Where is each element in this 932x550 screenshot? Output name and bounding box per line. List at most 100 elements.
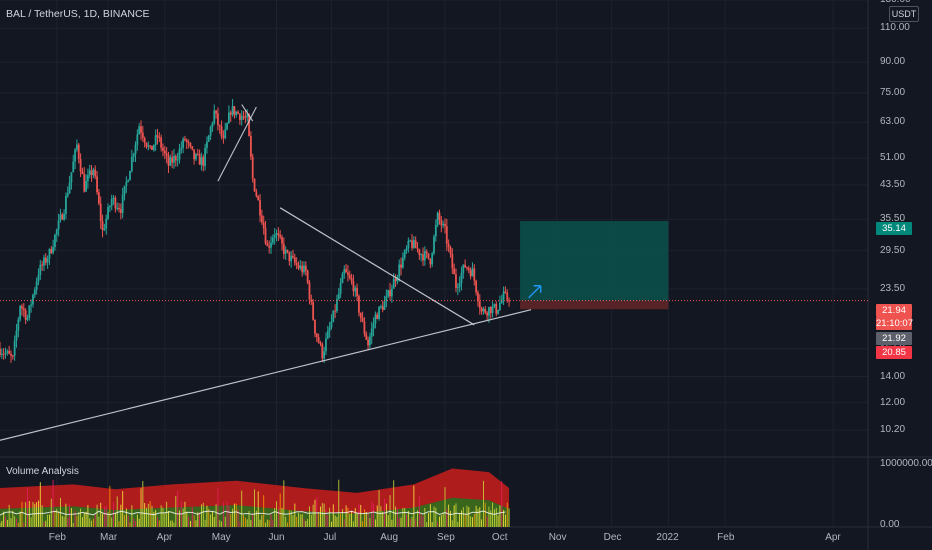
candle-body [211,123,214,128]
candle-body [59,214,62,221]
candle-body [202,157,205,166]
candle-body [453,268,456,275]
volume-indicator-title[interactable]: Volume Analysis [6,466,79,477]
candle-body [486,312,489,316]
candle-body [275,233,278,235]
candle-body [220,126,223,137]
candle-body [233,106,236,116]
candle-body [169,157,172,166]
candle-body [33,289,36,295]
candle-body [303,265,305,273]
candle-body [321,343,324,359]
candle-body [281,237,283,244]
candle-body [354,287,357,292]
candle-body [286,249,289,252]
candle-body [191,146,194,150]
candle-body [326,330,329,339]
candle-body [209,127,212,136]
volume-average-line [0,510,506,516]
candle-body [442,223,445,226]
support-trendline [0,309,532,441]
candle-body [21,306,23,309]
candle-body [17,319,20,331]
candle-body [242,116,245,118]
candle-body [423,251,426,261]
candle-body [240,116,243,121]
candle-body [26,317,29,320]
price-tick-label: 14.00 [880,370,906,382]
candle-body [39,264,42,276]
candle-body [90,170,93,176]
candle-body [378,306,380,319]
candle-body [52,247,55,253]
candle-body [348,274,351,278]
candle-body [224,129,227,139]
candle-body [121,194,124,213]
price-tick-label: 10.20 [880,424,906,436]
candle-body [37,275,40,282]
candle-body [140,126,142,133]
candle-body [189,143,192,147]
candle-body [508,300,510,302]
candle-body [292,255,294,258]
candle-body [301,265,304,273]
candle-body [185,140,188,143]
candle-body [110,198,113,207]
candle-body [478,301,481,308]
candle-body [475,280,478,293]
candle-body [217,113,219,126]
candle-body [48,249,51,259]
candle-body [304,265,307,271]
candle-body [228,112,230,124]
candle-body [187,142,190,144]
candle-body [28,305,31,318]
candle-body [369,336,371,346]
candle-body [41,264,44,266]
candle-body [130,156,133,172]
candle-body [77,144,80,160]
currency-label[interactable]: USDT [889,6,919,22]
candle-body [235,111,238,116]
candle-body [489,307,492,313]
candle-body [407,240,410,249]
time-tick-label: Jul [323,532,337,543]
price-tick-label: 110.00 [880,22,910,34]
candle-body [43,257,45,266]
candle-body [334,310,337,312]
candle-body [114,197,117,209]
candle-body [385,296,388,302]
candle-body [273,234,276,238]
rising-trendline [217,106,257,182]
short-trendline [241,104,254,122]
candle-body [123,185,126,195]
candle-body [15,330,18,341]
candle-body [11,355,14,357]
candle-body [363,321,366,334]
candle-body [222,136,225,139]
symbol-title[interactable]: BAL / TetherUS, 1D, BINANCE [6,8,150,20]
candle-body [314,319,316,334]
candle-body [425,251,428,254]
candle-body [215,110,217,114]
candle-body [325,338,327,352]
candle-body [118,207,120,210]
candle-body [178,149,181,160]
candle-body [94,169,97,177]
candle-body [445,226,448,244]
candle-body [119,209,122,213]
candle-body [127,180,130,182]
candle-body [136,134,139,145]
candle-body [184,138,186,141]
candle-body [19,306,22,320]
candle-body [196,154,199,156]
candle-body [231,106,234,115]
candle-body [473,268,476,281]
candle-body [471,268,474,277]
price-tick-label: 43.50 [880,178,906,190]
candle-body [116,207,119,209]
candle-body [436,212,439,226]
candle-body [444,223,446,227]
candle-body [312,302,315,320]
